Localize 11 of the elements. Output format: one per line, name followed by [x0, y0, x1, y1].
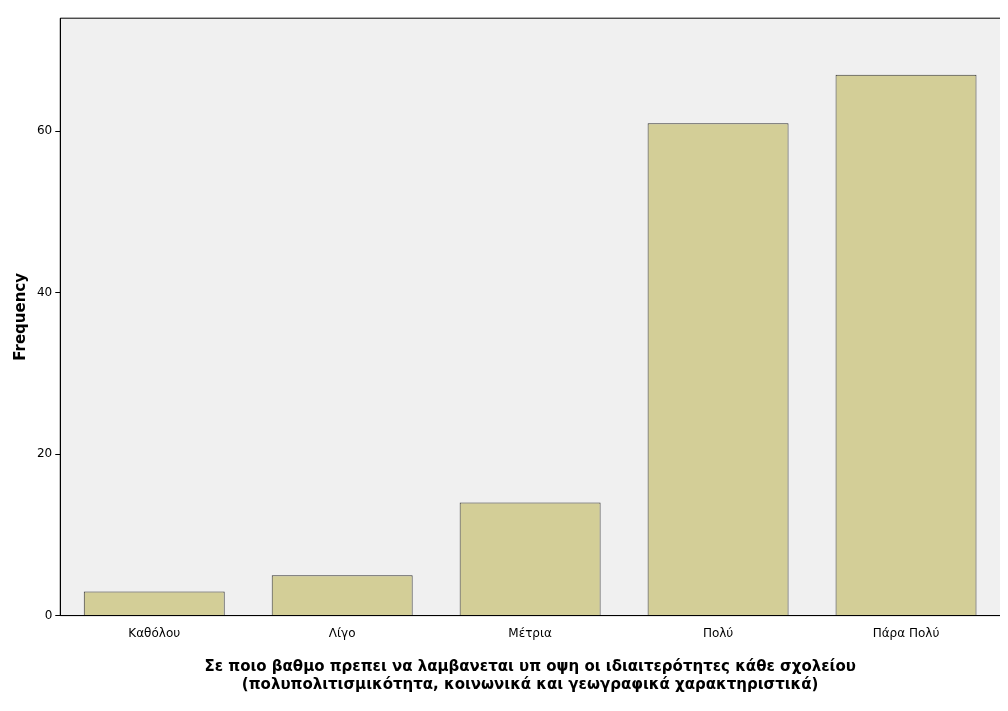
- y-tick-label: 60: [36, 123, 53, 138]
- x-axis-title: Σε ποιο βαθμο πρεπει να λαμβανεται υπ οψη οι ιδιαιτερότητες κάθε σχολείου (πολυπολιτισμικότητα, κοινωνικά και γεωγραφικά χαρακτηριστικά): [204, 656, 856, 693]
- x-tick-label: Μέτρια: [508, 625, 553, 640]
- x-tick-label: Πάρα Πολύ: [872, 625, 940, 640]
- y-tick-label: 0: [44, 607, 53, 622]
- y-tick-label: 40: [36, 284, 53, 299]
- x-tick-label: Λίγο: [328, 625, 356, 640]
- x-tick-label: Πολύ: [702, 625, 734, 640]
- y-tick-label: 20: [36, 446, 53, 461]
- y-axis-title: Frequency: [10, 272, 29, 361]
- x-tick-label: Καθόλου: [128, 625, 181, 640]
